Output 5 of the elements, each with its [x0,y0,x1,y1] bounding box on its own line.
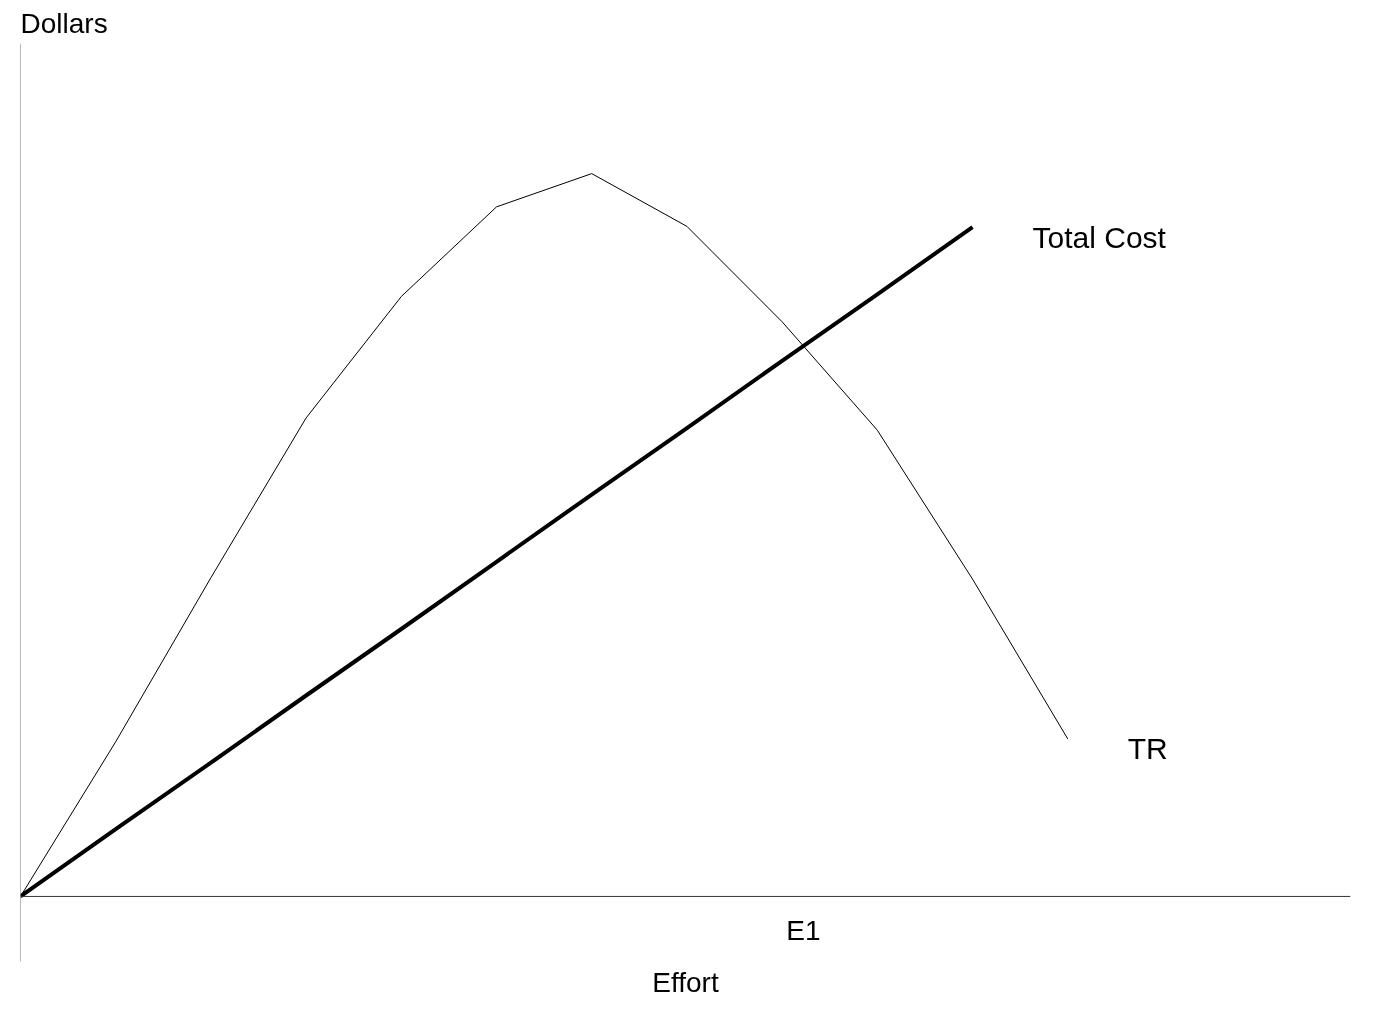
text: Total Cost [1032,220,1167,254]
x-axis-title: Effort [652,966,719,998]
text: TR [1127,732,1168,766]
text: E1 [786,915,821,947]
y-axis-title: Dollars [20,7,108,39]
